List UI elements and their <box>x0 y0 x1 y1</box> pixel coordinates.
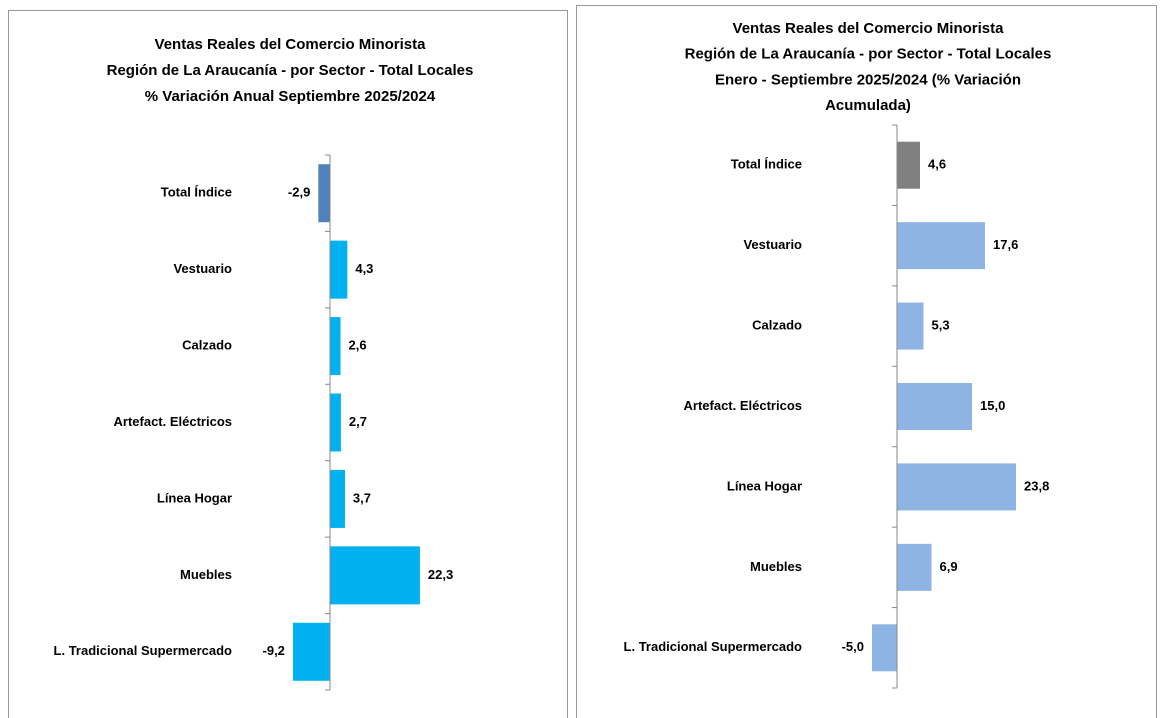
value-label: 22,3 <box>428 567 453 582</box>
category-label: Muebles <box>750 559 802 574</box>
category-label: Artefact. Eléctricos <box>684 398 803 413</box>
category-label: Vestuario <box>743 237 802 252</box>
chart-title: Región de La Araucanía - por Sector - To… <box>107 62 474 79</box>
bar <box>330 546 420 605</box>
bar <box>318 164 331 223</box>
value-label: 2,7 <box>349 414 367 429</box>
bar <box>897 543 932 591</box>
category-label: Línea Hogar <box>157 490 232 505</box>
chart-title: Enero - Septiembre 2025/2024 (% Variació… <box>715 71 1021 88</box>
category-label: Artefact. Eléctricos <box>114 414 233 429</box>
bar <box>330 240 348 299</box>
value-label: 6,9 <box>940 559 958 574</box>
bar <box>897 463 1016 511</box>
category-label: Total Índice <box>161 185 232 200</box>
value-label: 4,6 <box>928 157 946 172</box>
category-label: Vestuario <box>173 261 232 276</box>
value-label: 15,0 <box>980 398 1005 413</box>
bar <box>330 393 341 452</box>
bar <box>897 222 985 270</box>
value-label: 2,6 <box>348 338 366 353</box>
chart-title: Región de La Araucanía - por Sector - To… <box>685 46 1052 63</box>
value-label: -5,0 <box>842 639 864 654</box>
chart-title: Ventas Reales del Comercio Minorista <box>733 20 1005 37</box>
category-label: Calzado <box>182 338 232 353</box>
bar <box>897 141 920 189</box>
bar <box>872 624 897 672</box>
category-label: L. Tradicional Supermercado <box>624 639 802 654</box>
chart-title: % Variación Anual Septiembre 2025/2024 <box>145 88 436 105</box>
bar <box>330 469 345 528</box>
value-label: 17,6 <box>993 237 1018 252</box>
category-label: Línea Hogar <box>727 478 802 493</box>
panel-frame <box>8 10 568 718</box>
value-label: 3,7 <box>353 490 371 505</box>
bar <box>897 302 924 350</box>
bar <box>330 317 341 376</box>
value-label: 4,3 <box>355 261 373 276</box>
bar <box>897 383 972 430</box>
panel-frame <box>576 5 1157 718</box>
chart-title: Acumulada) <box>825 97 911 114</box>
value-label: -9,2 <box>263 643 285 658</box>
category-label: Total Índice <box>731 157 802 172</box>
chart-title: Ventas Reales del Comercio Minorista <box>155 36 427 53</box>
value-label: -2,9 <box>288 185 310 200</box>
category-label: L. Tradicional Supermercado <box>54 643 232 658</box>
value-label: 23,8 <box>1024 478 1049 493</box>
category-label: Calzado <box>752 318 802 333</box>
bar <box>292 622 331 681</box>
category-label: Muebles <box>180 567 232 582</box>
value-label: 5,3 <box>932 318 950 333</box>
